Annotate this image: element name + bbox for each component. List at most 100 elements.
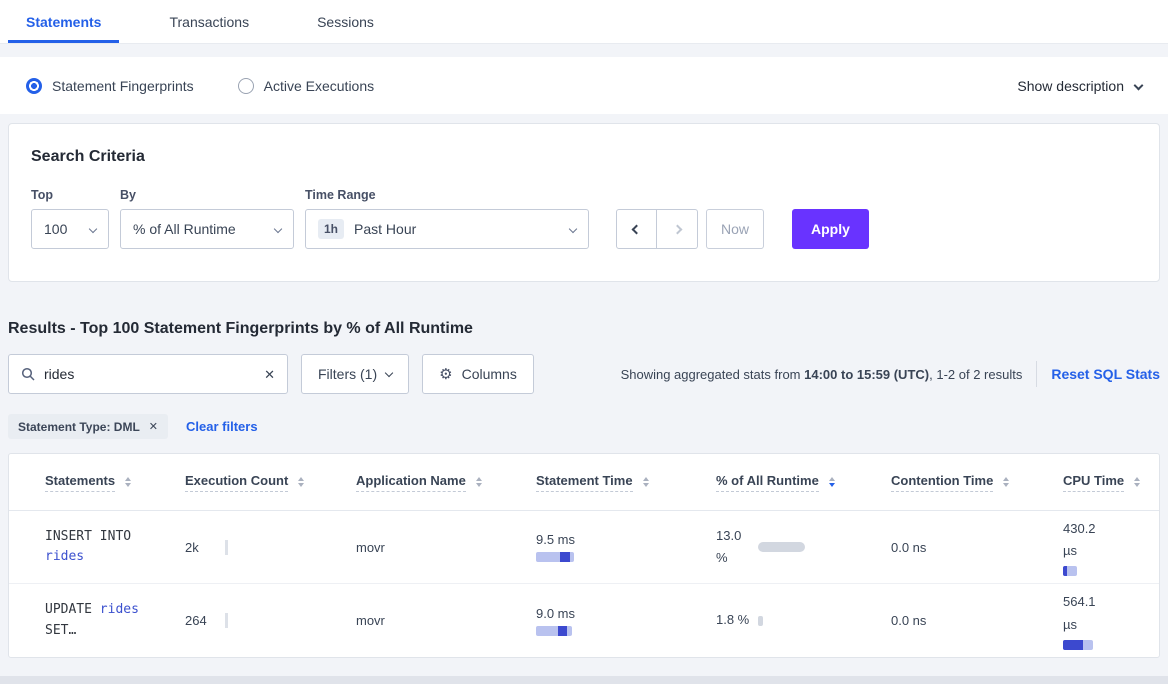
tab-sessions[interactable]: Sessions [299,0,392,43]
statement-time-cell: 9.5 ms [536,532,716,562]
execution-count-cell: 264 [185,613,356,628]
filter-chip-row: Statement Type: DML ✕ Clear filters [8,414,1160,439]
execution-count-value: 264 [185,613,207,628]
header-statements: Statements [45,473,185,492]
search-criteria-card: Search Criteria Top 100 By % of All Runt… [8,123,1160,282]
sort-icon[interactable] [125,477,132,487]
filters-button[interactable]: Filters (1) [301,354,410,394]
runtime-pct-bar [758,615,763,626]
sort-icon[interactable] [1003,477,1010,487]
chevron-right-icon [672,224,682,234]
filter-chip-statement-type: Statement Type: DML ✕ [8,414,169,439]
chevron-down-icon [88,224,98,234]
now-button[interactable]: Now [706,209,765,249]
radio-active-executions-label: Active Executions [263,77,375,94]
top-select-value: 100 [44,221,68,237]
application-name-cell: movr [356,613,385,628]
clear-search-icon[interactable]: ✕ [264,366,275,382]
sort-icon[interactable] [475,477,482,487]
runtime-pct-value: 13.0 % [716,527,742,565]
chevron-down-icon [568,224,578,234]
header-cpu-time-label: CPU Time [1063,473,1125,492]
tab-statements[interactable]: Statements [8,0,120,43]
next-time-button[interactable] [657,209,698,249]
header-statement-time-label: Statement Time [536,473,633,492]
previous-time-button[interactable] [616,209,657,249]
table-header-row: Statements Execution Count Application N… [9,454,1159,511]
apply-button[interactable]: Apply [792,209,869,249]
execution-count-cell: 2k [185,539,356,555]
by-select-value: % of All Runtime [133,221,236,237]
top-field: Top 100 [31,188,109,249]
show-description-toggle[interactable]: Show description [1017,78,1144,94]
filters-button-label: Filters (1) [318,366,378,382]
table-row: INSERT INTO rides 2k movr 9.5 ms 13.0 % … [9,511,1159,584]
time-range-select[interactable]: 1h Past Hour [305,209,589,249]
table-row: UPDATE rides SET… 264 movr 9.0 ms 1.8 % … [9,584,1159,657]
columns-button[interactable]: ⚙ Columns [422,354,534,394]
statement-text: INSERT INTO rides [45,529,131,564]
header-application-name: Application Name [356,473,536,492]
radio-statement-fingerprints-label: Statement Fingerprints [52,77,194,94]
radio-selected-icon [26,77,42,94]
statement-time-value: 9.0 ms [536,605,576,621]
view-toggle-bar: Statement Fingerprints Active Executions… [0,57,1168,114]
header-contention-time-label: Contention Time [891,473,994,492]
contention-time-cell: 0.0 ns [891,539,927,555]
header-statement-time: Statement Time [536,473,716,492]
top-tab-bar: Statements Transactions Sessions [0,0,1168,44]
chevron-left-icon [631,224,642,234]
header-application-name-label: Application Name [356,473,466,492]
application-name-cell: movr [356,539,385,555]
top-select[interactable]: 100 [31,209,109,249]
columns-button-label: Columns [461,366,517,382]
sort-icon[interactable] [298,477,305,487]
cpu-time-bar [1063,566,1077,577]
statement-time-bar [536,552,574,562]
time-range-value: Past Hour [354,221,417,237]
remove-filter-icon[interactable]: ✕ [148,421,159,433]
search-criteria-form: Top 100 By % of All Runtime Time Range 1… [31,188,1137,249]
top-label: Top [31,188,53,202]
header-execution-count: Execution Count [185,473,356,492]
cpu-time-cell: 430.2 µs [1063,518,1159,577]
results-toolbar: ✕ Filters (1) ⚙ Columns Showing aggregat… [8,354,1160,394]
cpu-time-cell: 564.1 µs [1063,591,1159,650]
execution-count-value: 2k [185,539,199,555]
radio-active-executions[interactable]: Active Executions [237,77,375,94]
time-range-pager [616,209,698,249]
cpu-time-value: 564.1 µs [1063,594,1096,632]
header-statements-label: Statements [45,473,116,492]
statement-time-bar [536,625,572,636]
tab-transactions-label: Transactions [169,13,250,30]
runtime-pct-bar [758,542,805,552]
sort-icon[interactable] [642,477,649,487]
stats-time-range: 14:00 to 15:59 (UTC) [804,366,930,382]
chevron-down-icon [273,224,283,234]
execution-count-bar [225,539,228,555]
stats-prefix: Showing aggregated stats from [620,366,805,382]
statement-link[interactable]: rides [45,549,85,564]
header-runtime-pct: % of All Runtime [716,473,891,492]
cpu-time-bar [1063,639,1093,650]
search-input[interactable] [44,366,256,382]
tab-transactions[interactable]: Transactions [151,0,267,43]
sort-icon[interactable] [1134,477,1141,487]
statement-time-value: 9.5 ms [536,532,576,547]
runtime-pct-cell: 13.0 % [716,525,891,569]
cpu-time-value: 430.2 µs [1063,520,1096,558]
chevron-down-icon [1133,80,1144,91]
chevron-down-icon [384,368,394,377]
radio-unselected-icon [237,77,254,94]
statement-link[interactable]: rides [99,602,139,618]
radio-statement-fingerprints[interactable]: Statement Fingerprints [26,77,194,94]
reset-sql-stats-link[interactable]: Reset SQL Stats [1051,366,1160,382]
stats-suffix: , 1-2 of 2 results [929,366,1023,382]
time-range-field: Time Range 1h Past Hour [305,188,589,249]
clear-filters-link[interactable]: Clear filters [186,419,258,434]
by-select[interactable]: % of All Runtime [120,209,294,249]
by-label: By [120,188,136,202]
time-range-badge: 1h [318,219,345,239]
sort-icon-active[interactable] [828,477,835,487]
runtime-pct-value: 1.8 % [716,612,750,628]
